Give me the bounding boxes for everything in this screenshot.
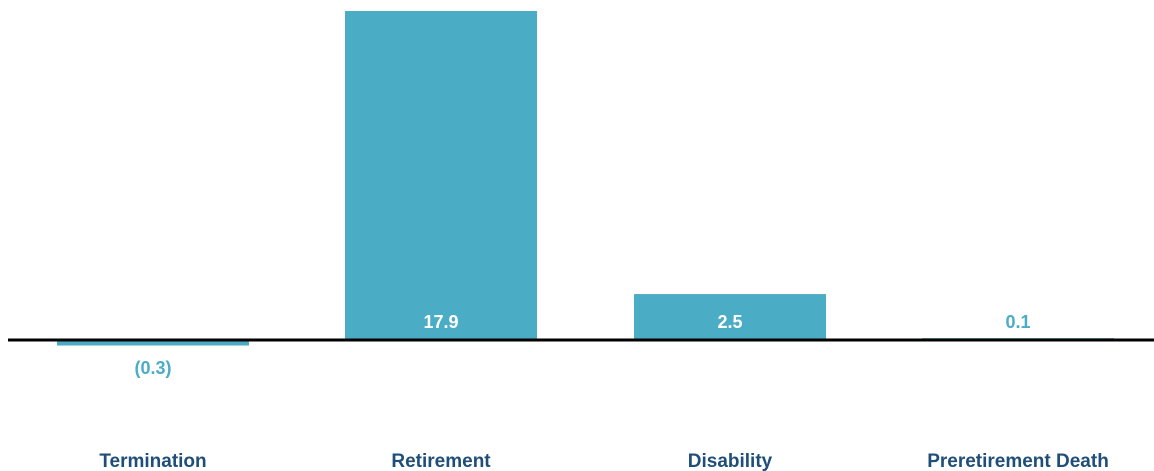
- category-label-preretirement-death: Preretirement Death: [927, 451, 1109, 471]
- category-label-termination: Termination: [99, 451, 206, 471]
- category-label-disability: Disability: [688, 451, 773, 471]
- category-label-retirement: Retirement: [391, 451, 491, 471]
- value-label-preretirement-death: 0.1: [1005, 312, 1030, 332]
- value-label-retirement: 17.9: [423, 312, 458, 332]
- value-labels-group: (0.3) 17.9 2.5 0.1: [134, 312, 1030, 378]
- category-labels-group: Termination Retirement Disability Preretire…: [99, 451, 1108, 471]
- bars-group: [57, 11, 1114, 346]
- value-label-termination: (0.3): [134, 358, 171, 378]
- bar-termination: [57, 340, 249, 346]
- bar-retirement: [345, 11, 537, 340]
- value-label-disability: 2.5: [717, 312, 742, 332]
- bar-disability: [634, 294, 826, 340]
